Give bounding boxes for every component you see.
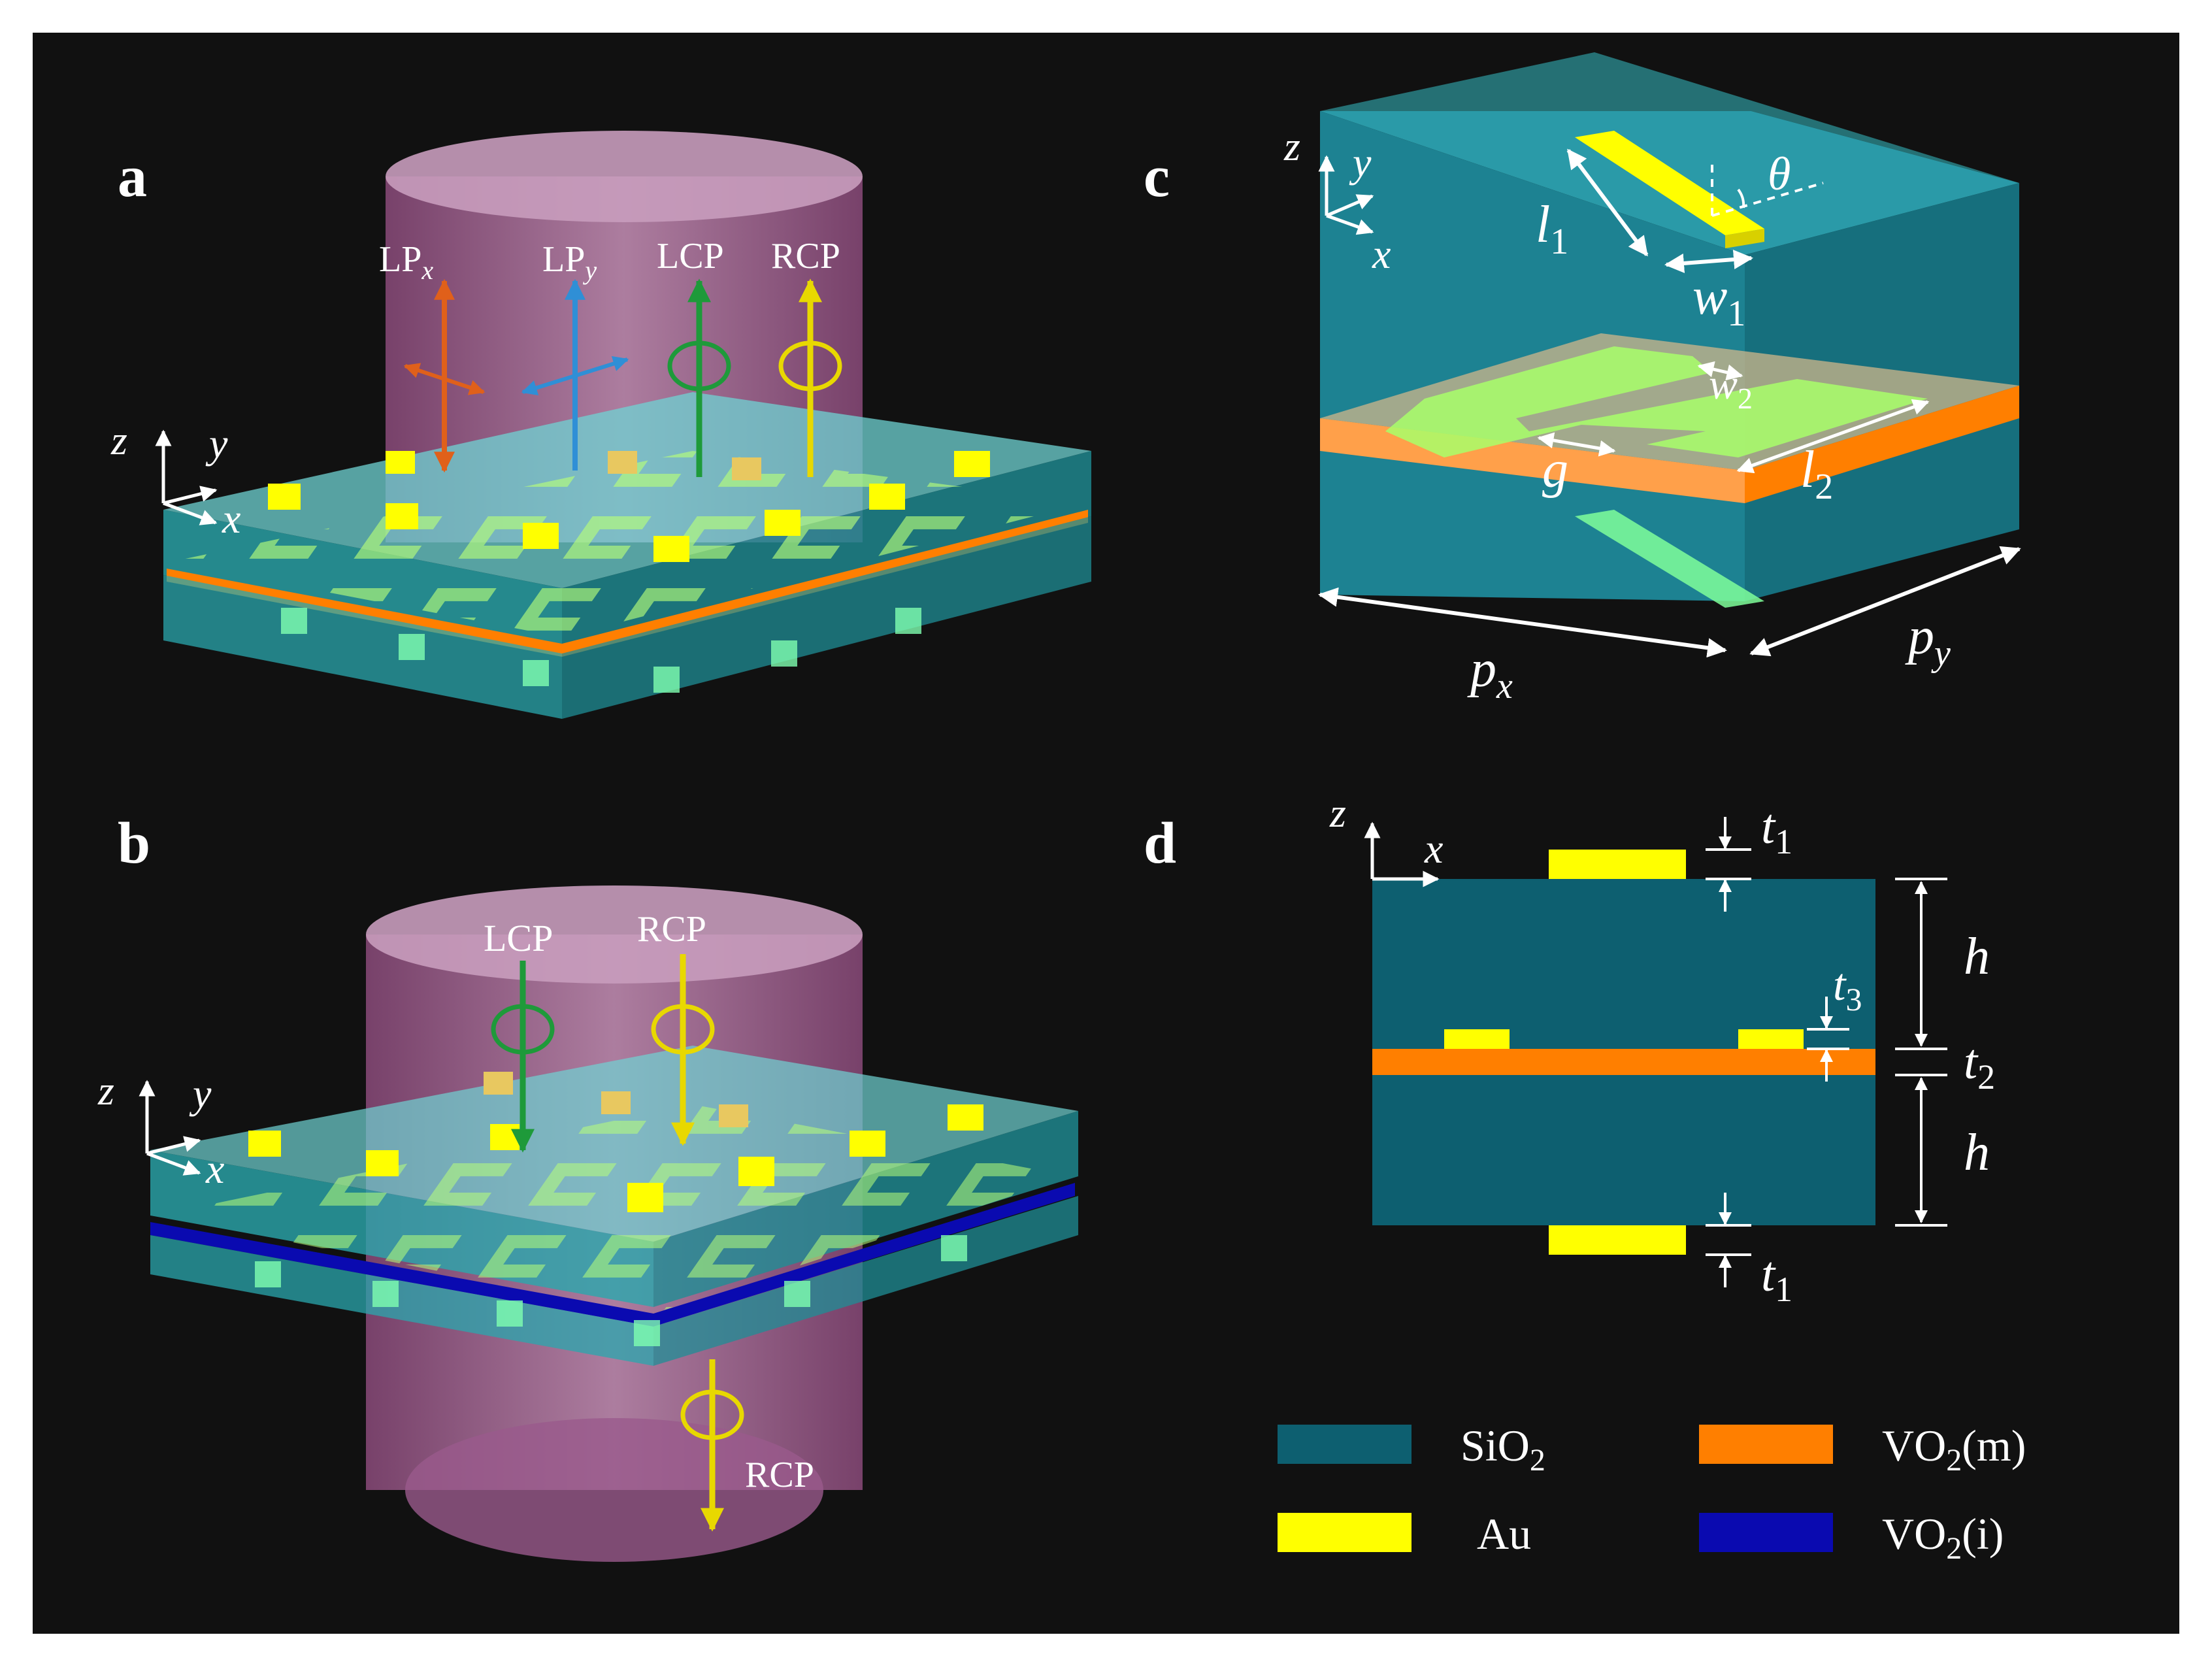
legend-vo2-metal: VO2(m) — [1699, 1421, 2026, 1478]
panel-d-label: d — [1144, 811, 1176, 876]
svg-text:θ: θ — [1768, 148, 1791, 200]
panel-b: b — [97, 811, 1078, 1562]
svg-text:z: z — [1283, 123, 1300, 169]
svg-text:t2: t2 — [1964, 1034, 1995, 1097]
incident-rcp-b: RCP — [637, 909, 715, 1146]
svg-text:l2: l2 — [1800, 441, 1833, 507]
legend-sio2: SiO2 — [1278, 1421, 1545, 1478]
svg-text:LPy: LPy — [542, 239, 597, 285]
svg-text:y: y — [205, 420, 228, 467]
axes-d: z x — [1329, 789, 1443, 887]
beam-lpx: LPx — [379, 239, 486, 473]
svg-text:z: z — [110, 417, 127, 463]
svg-text:LPx: LPx — [379, 239, 433, 285]
legend-au: Au — [1278, 1509, 1531, 1559]
svg-text:z: z — [1329, 789, 1346, 836]
dimension-arrows-c — [1318, 148, 2021, 658]
beam-lcp: LCP — [657, 236, 731, 477]
svg-text:h: h — [1964, 928, 1990, 985]
cross-section — [1372, 850, 1875, 1255]
svg-text:py: py — [1905, 608, 1951, 674]
panel-d: d — [1144, 789, 1995, 1309]
svg-text:SiO2: SiO2 — [1461, 1421, 1545, 1478]
svg-text:RCP: RCP — [745, 1455, 814, 1495]
beam-lpy: LPy — [521, 239, 629, 471]
svg-text:x: x — [1424, 825, 1443, 872]
svg-text:RCP: RCP — [637, 909, 706, 950]
axes-a: z y x — [110, 417, 240, 542]
svg-text:px: px — [1467, 640, 1513, 706]
svg-text:t1: t1 — [1761, 799, 1792, 861]
svg-text:x: x — [205, 1146, 224, 1192]
axes-b: z y x — [97, 1067, 224, 1192]
svg-text:LCP: LCP — [484, 917, 553, 959]
svg-text:h: h — [1964, 1124, 1990, 1182]
legend-vo2-insulator: VO2(i) — [1699, 1509, 2004, 1566]
svg-text:Au: Au — [1477, 1509, 1531, 1559]
svg-text:x: x — [1372, 231, 1391, 277]
panel-c-label: c — [1144, 144, 1170, 209]
svg-text:w1: w1 — [1692, 268, 1745, 334]
svg-text:RCP: RCP — [771, 236, 840, 276]
material-legend: SiO2 VO2(m) Au VO2(i) — [1278, 1421, 2026, 1566]
dimension-arrows-d — [1706, 817, 1947, 1287]
svg-text:z: z — [97, 1067, 114, 1114]
svg-text:LCP: LCP — [657, 236, 724, 276]
svg-text:y: y — [189, 1070, 212, 1117]
svg-text:t3: t3 — [1833, 960, 1862, 1017]
metasurface-slab-b — [150, 1046, 1078, 1366]
svg-text:w2: w2 — [1709, 361, 1753, 415]
axes-c: z y x — [1283, 123, 1391, 277]
panel-c: c — [1144, 52, 2021, 706]
svg-text:l1: l1 — [1536, 196, 1568, 262]
metasurface-slab-a — [163, 392, 1091, 719]
incident-lcp-b: LCP — [484, 917, 555, 1153]
panel-a: a — [110, 131, 1091, 719]
dimension-labels-c: l1 w1 θ w2 g l2 px py — [1467, 148, 1951, 706]
dimension-labels-d: t1 t3 h t2 h t1 — [1761, 799, 1995, 1309]
beam-rcp: RCP — [771, 236, 842, 477]
svg-text:t1: t1 — [1761, 1247, 1792, 1309]
svg-text:VO2(i): VO2(i) — [1882, 1509, 2004, 1566]
svg-text:y: y — [1349, 139, 1372, 186]
svg-text:VO2(m): VO2(m) — [1882, 1421, 2026, 1478]
svg-text:g: g — [1542, 441, 1568, 499]
panel-a-label: a — [118, 144, 147, 209]
panel-b-label: b — [118, 811, 150, 876]
svg-text:x: x — [222, 495, 240, 542]
transmitted-rcp-b: RCP — [680, 1359, 814, 1532]
